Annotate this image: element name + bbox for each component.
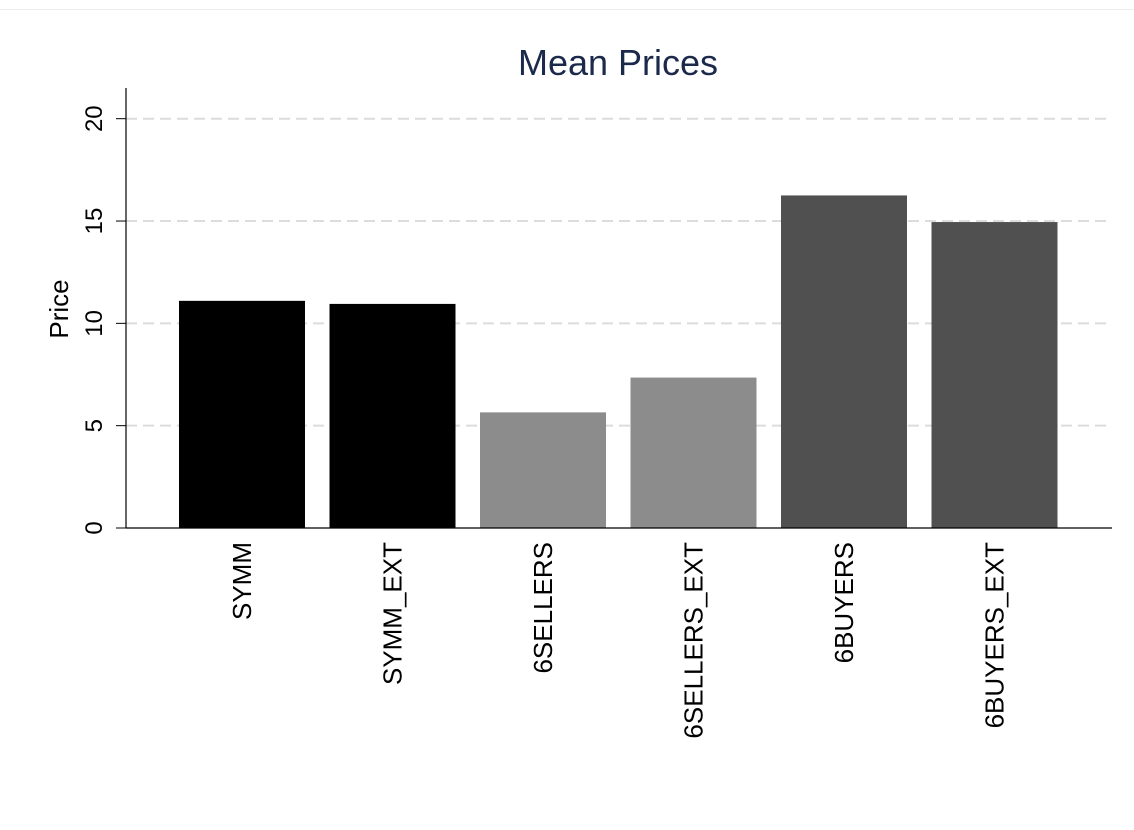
bar-6sellers-ext [630, 377, 757, 528]
y-tick-label: 0 [81, 521, 108, 534]
bar-symm-ext [329, 303, 456, 528]
x-tick-label: 6SELLERS_EXT [679, 542, 709, 739]
x-tick-label: 6BUYERS_EXT [980, 542, 1010, 729]
bar-6buyers [781, 195, 907, 528]
bars [179, 195, 1058, 528]
y-ticks: 0 5 10 15 20 [81, 105, 126, 535]
y-tick-label: 20 [81, 105, 108, 132]
y-tick-label: 15 [81, 208, 108, 235]
y-tick-label: 5 [81, 419, 108, 432]
x-tick-labels: SYMM SYMM_EXT 6SELLERS 6SELLERS_EXT 6BUYERS 6… [227, 542, 1010, 739]
top-divider [0, 9, 1134, 10]
x-tick-label: SYMM_EXT [378, 542, 408, 685]
x-tick-label: 6BUYERS [829, 542, 859, 663]
bar-6buyers-ext [931, 222, 1058, 528]
y-axis-label: Price [44, 279, 74, 338]
x-tick-label: SYMM [227, 542, 257, 620]
bar-6sellers [480, 412, 606, 528]
y-tick-label: 10 [81, 310, 108, 337]
x-tick-label: 6SELLERS [528, 542, 558, 674]
axes [125, 88, 1112, 529]
chart-title: Mean Prices [518, 42, 718, 83]
bar-symm [179, 300, 305, 528]
